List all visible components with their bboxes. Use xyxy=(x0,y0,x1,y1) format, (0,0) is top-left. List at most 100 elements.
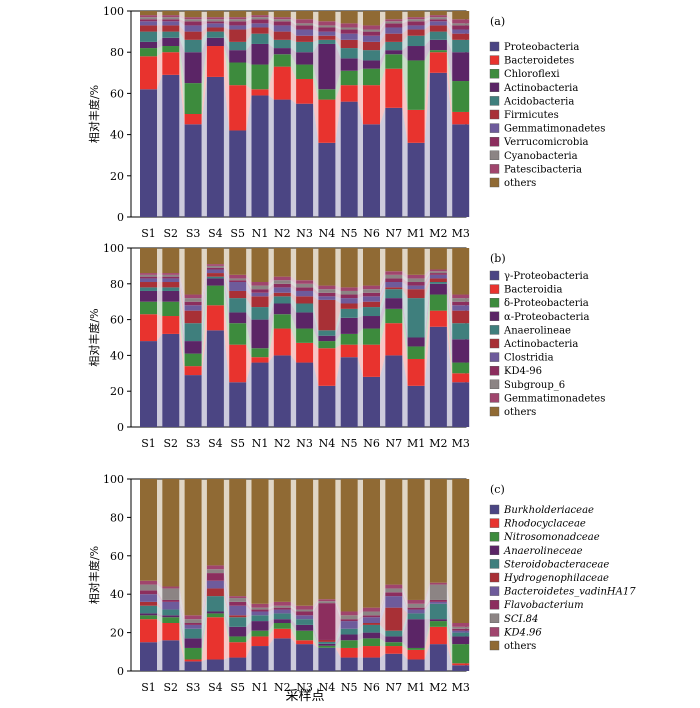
bar-segment xyxy=(184,11,202,18)
x-tick-label: S4 xyxy=(208,227,223,240)
bar-M1 xyxy=(407,479,425,671)
bar-segment xyxy=(363,607,380,612)
link-band xyxy=(424,39,430,61)
bar-segment xyxy=(273,287,291,293)
bar-segment xyxy=(229,19,247,22)
bar-segment xyxy=(251,607,269,610)
legend-item: Nitrosomonadceae xyxy=(489,532,600,543)
bar-segment xyxy=(318,385,336,427)
link-band xyxy=(313,644,319,671)
link-band xyxy=(179,11,185,18)
bar-segment xyxy=(140,594,157,602)
bar-segment xyxy=(140,56,157,90)
link-band xyxy=(157,580,163,589)
link-band xyxy=(246,274,252,286)
x-tick-label: M3 xyxy=(452,227,470,240)
link-band xyxy=(424,601,430,614)
link-band xyxy=(223,37,230,63)
bar-segment xyxy=(429,282,447,284)
y-tick-label: 100 xyxy=(103,5,124,18)
bar-segment xyxy=(296,248,314,281)
link-band xyxy=(223,46,230,131)
link-band xyxy=(223,611,230,637)
bar-segment xyxy=(318,479,336,600)
legend-item: Anaerolineceae xyxy=(489,545,583,557)
link-band xyxy=(313,43,319,90)
link-band xyxy=(157,584,163,600)
bar-segment xyxy=(296,11,314,20)
link-band xyxy=(246,298,252,320)
bar-segment xyxy=(140,314,157,342)
link-band xyxy=(201,479,207,616)
link-band xyxy=(446,601,453,633)
bar-segment xyxy=(296,283,314,288)
legend-item: SCI.84 xyxy=(489,613,538,625)
bar-segment xyxy=(273,25,291,32)
x-tick-label: N6 xyxy=(363,437,380,450)
link-band xyxy=(446,603,453,637)
link-band xyxy=(179,17,185,22)
link-band xyxy=(335,628,341,642)
link-band xyxy=(268,27,274,40)
bar-segment xyxy=(385,41,403,51)
y-tick-label: 0 xyxy=(117,211,124,224)
bar-segment xyxy=(363,11,380,26)
x-tick-label: M2 xyxy=(429,437,447,450)
link-band xyxy=(357,617,363,629)
bar-segment xyxy=(429,294,447,311)
link-band xyxy=(157,287,163,291)
link-band xyxy=(246,598,252,610)
link-band xyxy=(201,11,207,18)
link-band xyxy=(179,615,185,648)
legend-swatch xyxy=(489,352,500,362)
bar-segment xyxy=(206,31,224,38)
bar-segment xyxy=(385,479,403,585)
bar-segment xyxy=(452,630,470,633)
bar-segment xyxy=(340,70,358,86)
link-band xyxy=(335,39,341,59)
bar-segment xyxy=(251,89,269,96)
link-band xyxy=(223,76,230,217)
link-band xyxy=(290,619,297,631)
bar-segment xyxy=(407,19,425,22)
link-band xyxy=(246,636,252,658)
bar-segment xyxy=(140,619,157,643)
bar-segment xyxy=(140,615,157,620)
bar-segment xyxy=(296,328,314,343)
x-tick-label: S3 xyxy=(186,681,201,694)
link-band xyxy=(290,607,297,616)
bar-segment xyxy=(429,603,447,620)
bar-segment xyxy=(363,60,380,69)
x-tick-label: S4 xyxy=(208,437,223,450)
x-tick-label: M3 xyxy=(452,681,470,694)
link-band xyxy=(290,248,297,281)
y-tick-label: 0 xyxy=(117,421,124,434)
bar-segment xyxy=(229,11,247,18)
bar-segment xyxy=(429,599,447,602)
link-band xyxy=(380,607,386,631)
y-tick-label: 40 xyxy=(110,129,124,142)
legend-label: KD4-96 xyxy=(504,366,542,377)
link-band xyxy=(357,285,363,291)
link-band xyxy=(157,15,163,18)
link-band xyxy=(357,623,363,629)
link-band xyxy=(357,632,363,641)
legend-swatch xyxy=(489,123,500,133)
bar-segment xyxy=(206,285,224,306)
link-band xyxy=(179,333,185,427)
bar-segment xyxy=(407,479,425,600)
link-band xyxy=(402,298,408,347)
link-band xyxy=(179,37,185,84)
link-band xyxy=(313,328,319,349)
legend-item: Bacteroidetes xyxy=(489,55,574,67)
link-band xyxy=(424,31,430,47)
bar-segment xyxy=(452,301,470,306)
link-band xyxy=(402,607,408,631)
link-band xyxy=(157,278,163,283)
bar-segment xyxy=(206,17,224,20)
bar-segment xyxy=(452,29,470,34)
link-band xyxy=(157,314,163,342)
bar-segment xyxy=(140,89,157,217)
link-band xyxy=(335,357,341,427)
x-tick-label: M1 xyxy=(407,681,425,694)
